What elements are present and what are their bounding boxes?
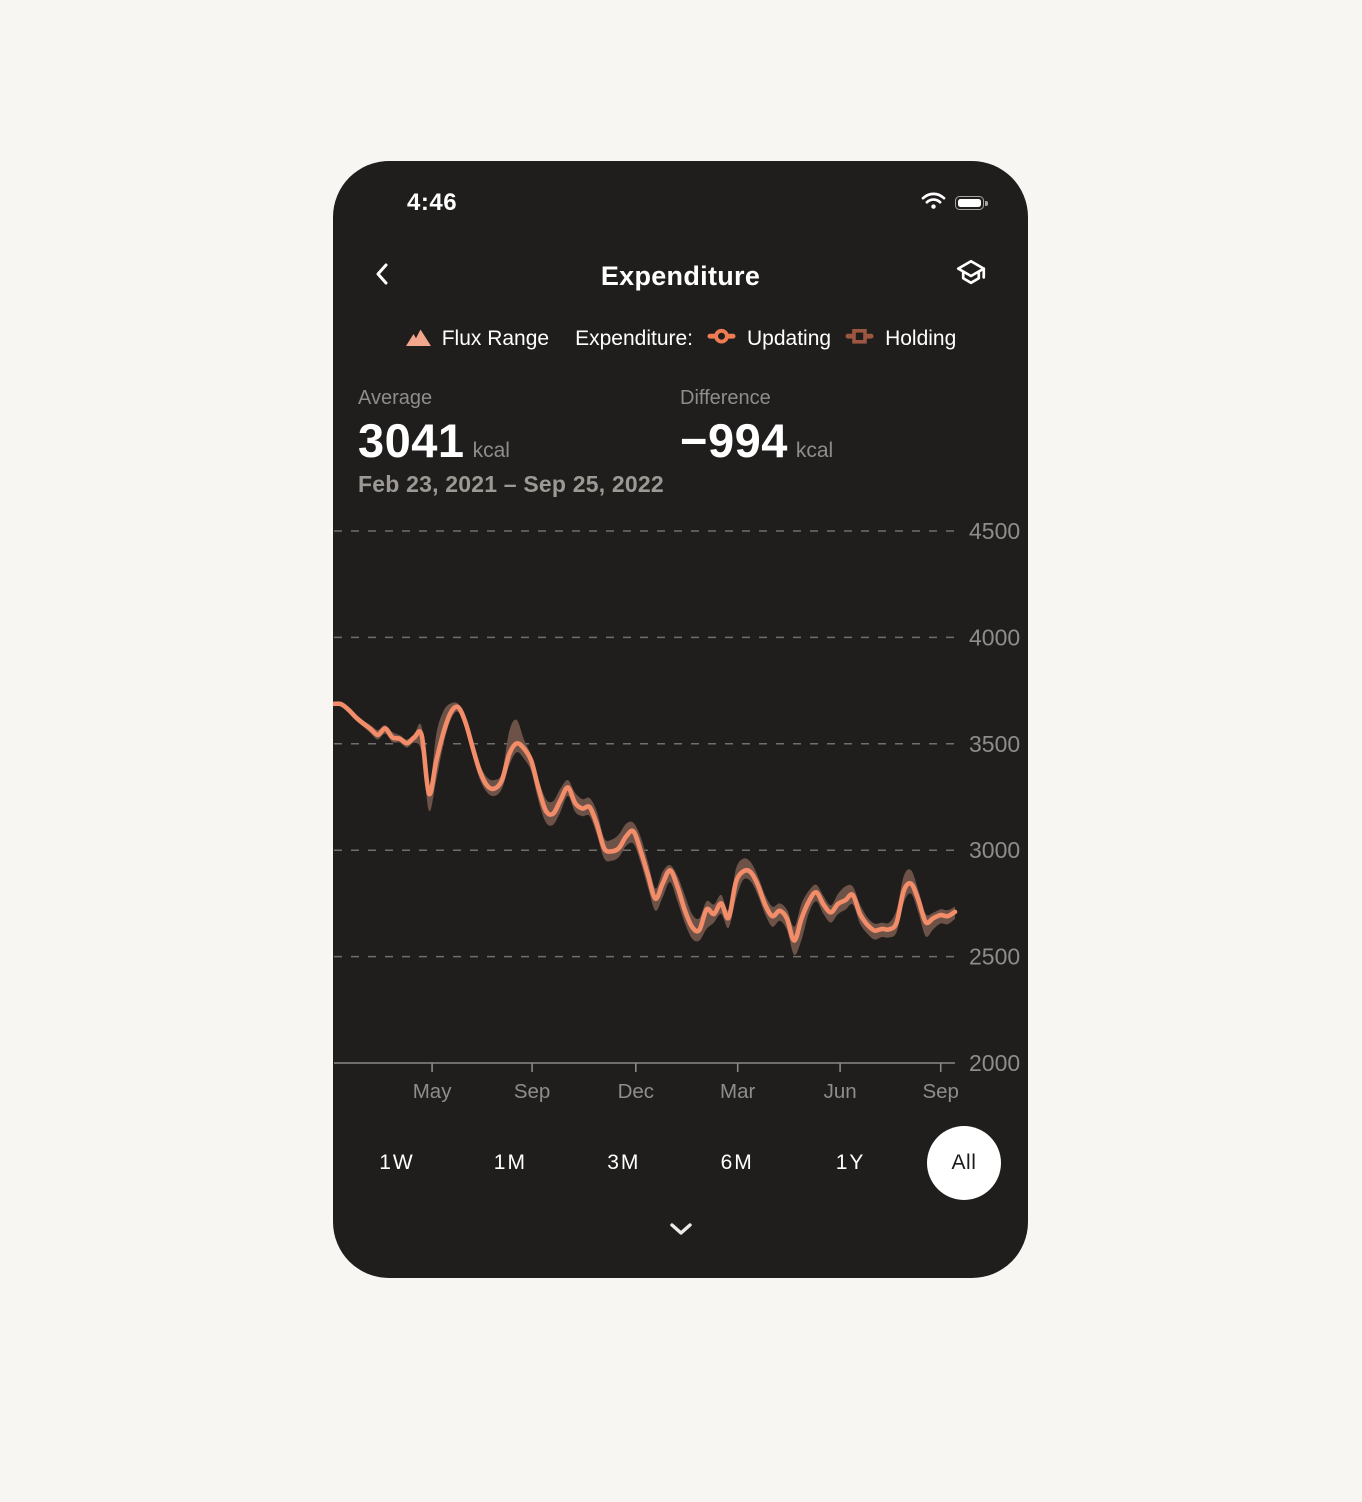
y-tick-label: 3500 — [969, 731, 1020, 757]
legend-updating-label: Updating — [747, 327, 832, 350]
average-unit: kcal — [472, 439, 510, 462]
legend-holding-label: Holding — [885, 327, 957, 350]
x-tick-label: May — [413, 1080, 452, 1103]
back-button[interactable] — [365, 255, 401, 296]
y-tick-label: 2500 — [969, 944, 1020, 970]
average-stat: Average 3041 kcal — [358, 387, 510, 468]
range-button-1m[interactable]: 1M — [473, 1126, 547, 1200]
difference-label: Difference — [680, 387, 771, 409]
page-title: Expenditure — [600, 260, 761, 291]
range-button-1y[interactable]: 1Y — [814, 1126, 888, 1200]
x-tick-label: Jun — [824, 1080, 857, 1103]
x-tick-label: Dec — [618, 1080, 654, 1103]
header: Expenditure — [333, 253, 1028, 299]
updating-line — [333, 701, 958, 943]
y-tick-label: 4000 — [969, 624, 1020, 650]
legend-flux-range: Flux Range — [405, 326, 549, 353]
legend-flux-range-label: Flux Range — [441, 327, 550, 350]
status-time: 4:46 — [407, 189, 458, 216]
battery-icon — [955, 196, 988, 210]
graduation-cap-icon — [954, 257, 988, 294]
collapse-button[interactable] — [663, 1217, 699, 1244]
y-tick-label: 2000 — [969, 1050, 1020, 1076]
legend-updating: Updating — [706, 326, 831, 352]
x-tick-label: Sep — [922, 1080, 958, 1103]
learn-button[interactable] — [948, 251, 994, 300]
holding-marker-icon — [844, 326, 875, 352]
legend-series-group: Expenditure: Updating — [575, 326, 956, 352]
updating-marker-icon — [706, 326, 737, 352]
legend-holding: Holding — [844, 326, 956, 352]
x-tick-label: Sep — [514, 1080, 550, 1103]
status-icons — [921, 191, 988, 215]
y-tick-label: 3000 — [969, 837, 1020, 863]
average-value: 3041 — [358, 414, 465, 467]
range-button-6m[interactable]: 6M — [700, 1126, 774, 1200]
legend-series-prefix: Expenditure: — [575, 327, 694, 350]
chevron-left-icon — [371, 261, 395, 290]
expenditure-chart[interactable]: 4500 4000 3500 3000 2500 2000 May Sep Dec Mar Jun S… — [333, 500, 1028, 1110]
wifi-icon — [921, 191, 946, 215]
status-bar: 4:46 — [333, 185, 1028, 221]
chevron-down-icon — [667, 1223, 695, 1240]
difference-unit: kcal — [795, 439, 834, 462]
y-tick-label: 4500 — [969, 518, 1020, 544]
chart-legend: Flux Range Expenditure: Updating — [333, 321, 1028, 357]
difference-value: −994 — [680, 414, 788, 467]
phone-screen: 4:46 — [333, 161, 1028, 1278]
average-label: Average — [358, 387, 433, 409]
difference-stat: Difference −994 kcal — [680, 387, 833, 468]
x-tick-label: Mar — [720, 1080, 755, 1103]
chart-svg: 4500 4000 3500 3000 2500 2000 May Sep Dec Mar Jun S… — [333, 518, 1020, 1103]
range-selector: 1W 1M 3M 6M 1Y All — [360, 1126, 1001, 1200]
range-button-1w[interactable]: 1W — [360, 1126, 434, 1200]
date-range: Feb 23, 2021 – Sep 25, 2022 — [358, 471, 664, 497]
range-button-all[interactable]: All — [926, 1126, 1001, 1200]
range-button-3m[interactable]: 3M — [587, 1126, 661, 1200]
flux-range-icon — [405, 326, 432, 353]
